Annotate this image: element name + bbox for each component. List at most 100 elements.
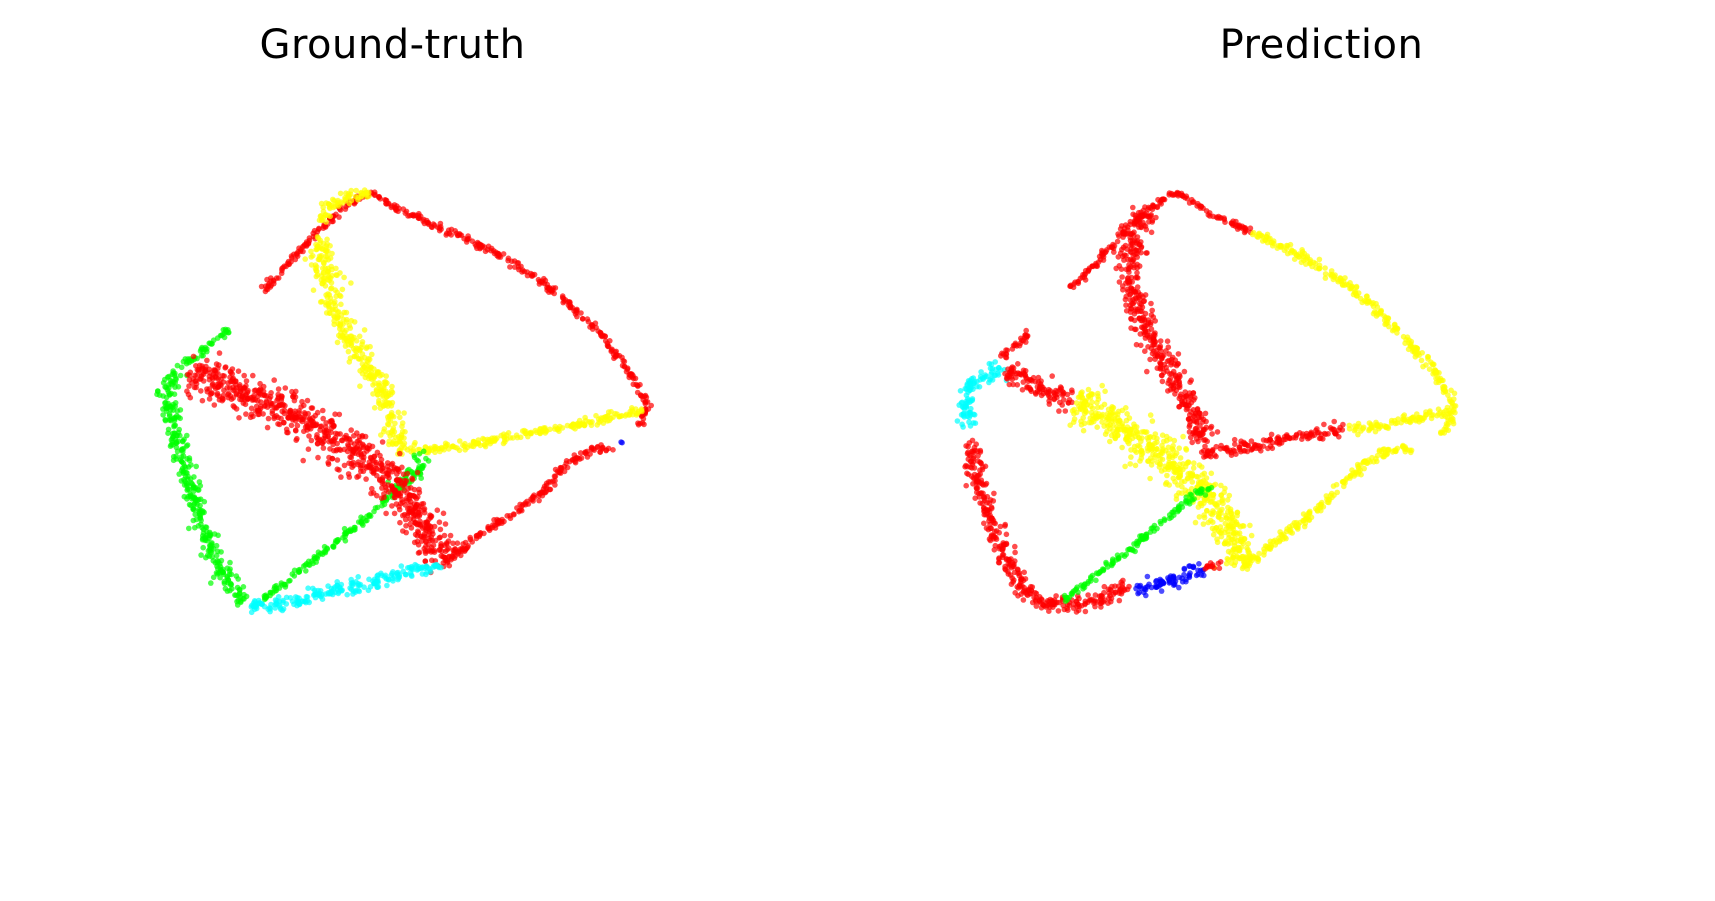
scatter-point [1038,605,1045,611]
scatter-point [320,407,326,414]
scatter-point [385,422,392,428]
scatter-point [1352,426,1359,433]
scatter-point [1245,549,1251,555]
scatter-point [985,526,992,533]
scatter-point [1167,436,1173,442]
scatter-point [296,595,302,601]
scatter-point [1238,441,1244,447]
scatter-point [402,445,408,451]
scatter-point [1103,416,1110,423]
scatter-point [507,435,514,441]
scatter-point [1198,449,1205,456]
scatter-point [325,291,331,297]
scatter-point [1101,589,1107,596]
scatter-point [172,414,178,421]
scatter-point [1148,442,1154,449]
scatter-point [1173,362,1180,369]
scatter-point [310,418,316,425]
scatter-point [1216,514,1222,520]
scatter-point [377,460,384,467]
scatter-point [250,413,256,420]
scatter-point [258,283,265,290]
scatter-point [1201,454,1207,460]
scatter-point [467,442,473,449]
scatter-point [1108,418,1115,425]
scatter-point [280,599,286,605]
scatter-point [324,241,331,247]
scatter-point [437,546,443,553]
scatter-point [973,484,980,491]
scatter-point [357,368,363,374]
scatter-point [1005,571,1012,577]
scatter-point [1161,196,1168,203]
scatter-point [290,413,297,420]
scatter-point [1144,368,1150,375]
scatter-point [610,447,616,453]
scatter-point [491,437,498,443]
scatter-point [1117,587,1123,593]
scatter-point [193,463,199,470]
series-yellow-9 [1067,382,1261,571]
scatter-point [327,295,334,302]
scatter-point [330,307,337,313]
scatter-point [253,403,260,410]
scatter-point [1130,211,1136,218]
scatter-point [1208,423,1215,430]
scatter-point [202,368,208,374]
scatter-point [1183,447,1190,453]
scatter-point [966,409,972,416]
scatter-point [1201,470,1208,477]
scatter-point [1152,431,1159,437]
scatter-point [1128,242,1134,248]
scatter-point [1133,219,1139,225]
scatter-point [218,549,224,555]
scatter-point [204,528,210,535]
scatter-point [1141,298,1147,304]
scatter-point [181,469,187,475]
scatter-point [169,371,176,378]
scatter-point [420,500,427,507]
scatter-point [1198,203,1205,210]
scatter-point [622,413,629,419]
scatter-point [1224,497,1231,503]
scatter-point [1187,434,1194,441]
scatter-point [492,525,499,531]
scatter-point [351,353,358,360]
scatter-point [1175,351,1182,357]
scatter-point [325,461,332,468]
scatter-point [375,392,381,398]
scatter-point [1221,215,1227,221]
scatter-point [347,454,353,460]
scatter-point [386,475,392,481]
scatter-point [518,263,524,270]
scatter-point [1134,270,1140,276]
scatter-point [1118,266,1125,273]
scatter-point [337,321,344,328]
scatter-point [1227,540,1234,546]
scatter-point [578,310,584,316]
scatter-point [1199,464,1205,470]
scatter-point [215,565,221,572]
scatter-point [1126,583,1132,590]
scatter-point [1129,300,1135,307]
scatter-point [1240,224,1247,231]
scatter-point [1360,424,1367,431]
scatter-point [1079,389,1085,395]
scatter-point [333,200,339,206]
scatter-point [551,473,558,480]
scatter-point [446,562,453,569]
scatter-point [190,353,197,360]
scatter-point [1208,470,1215,477]
scatter-point [356,333,363,340]
scatter-point [505,257,511,264]
scatter-point [198,552,204,558]
scatter-point [221,387,227,394]
scatter-point [1132,251,1138,258]
scatter-point [349,464,355,471]
scatter-point [298,246,304,253]
scatter-point [425,458,432,464]
scatter-point [180,460,187,467]
scatter-point [361,190,368,197]
scatter-point [1080,415,1086,421]
scatter-point [271,280,277,287]
